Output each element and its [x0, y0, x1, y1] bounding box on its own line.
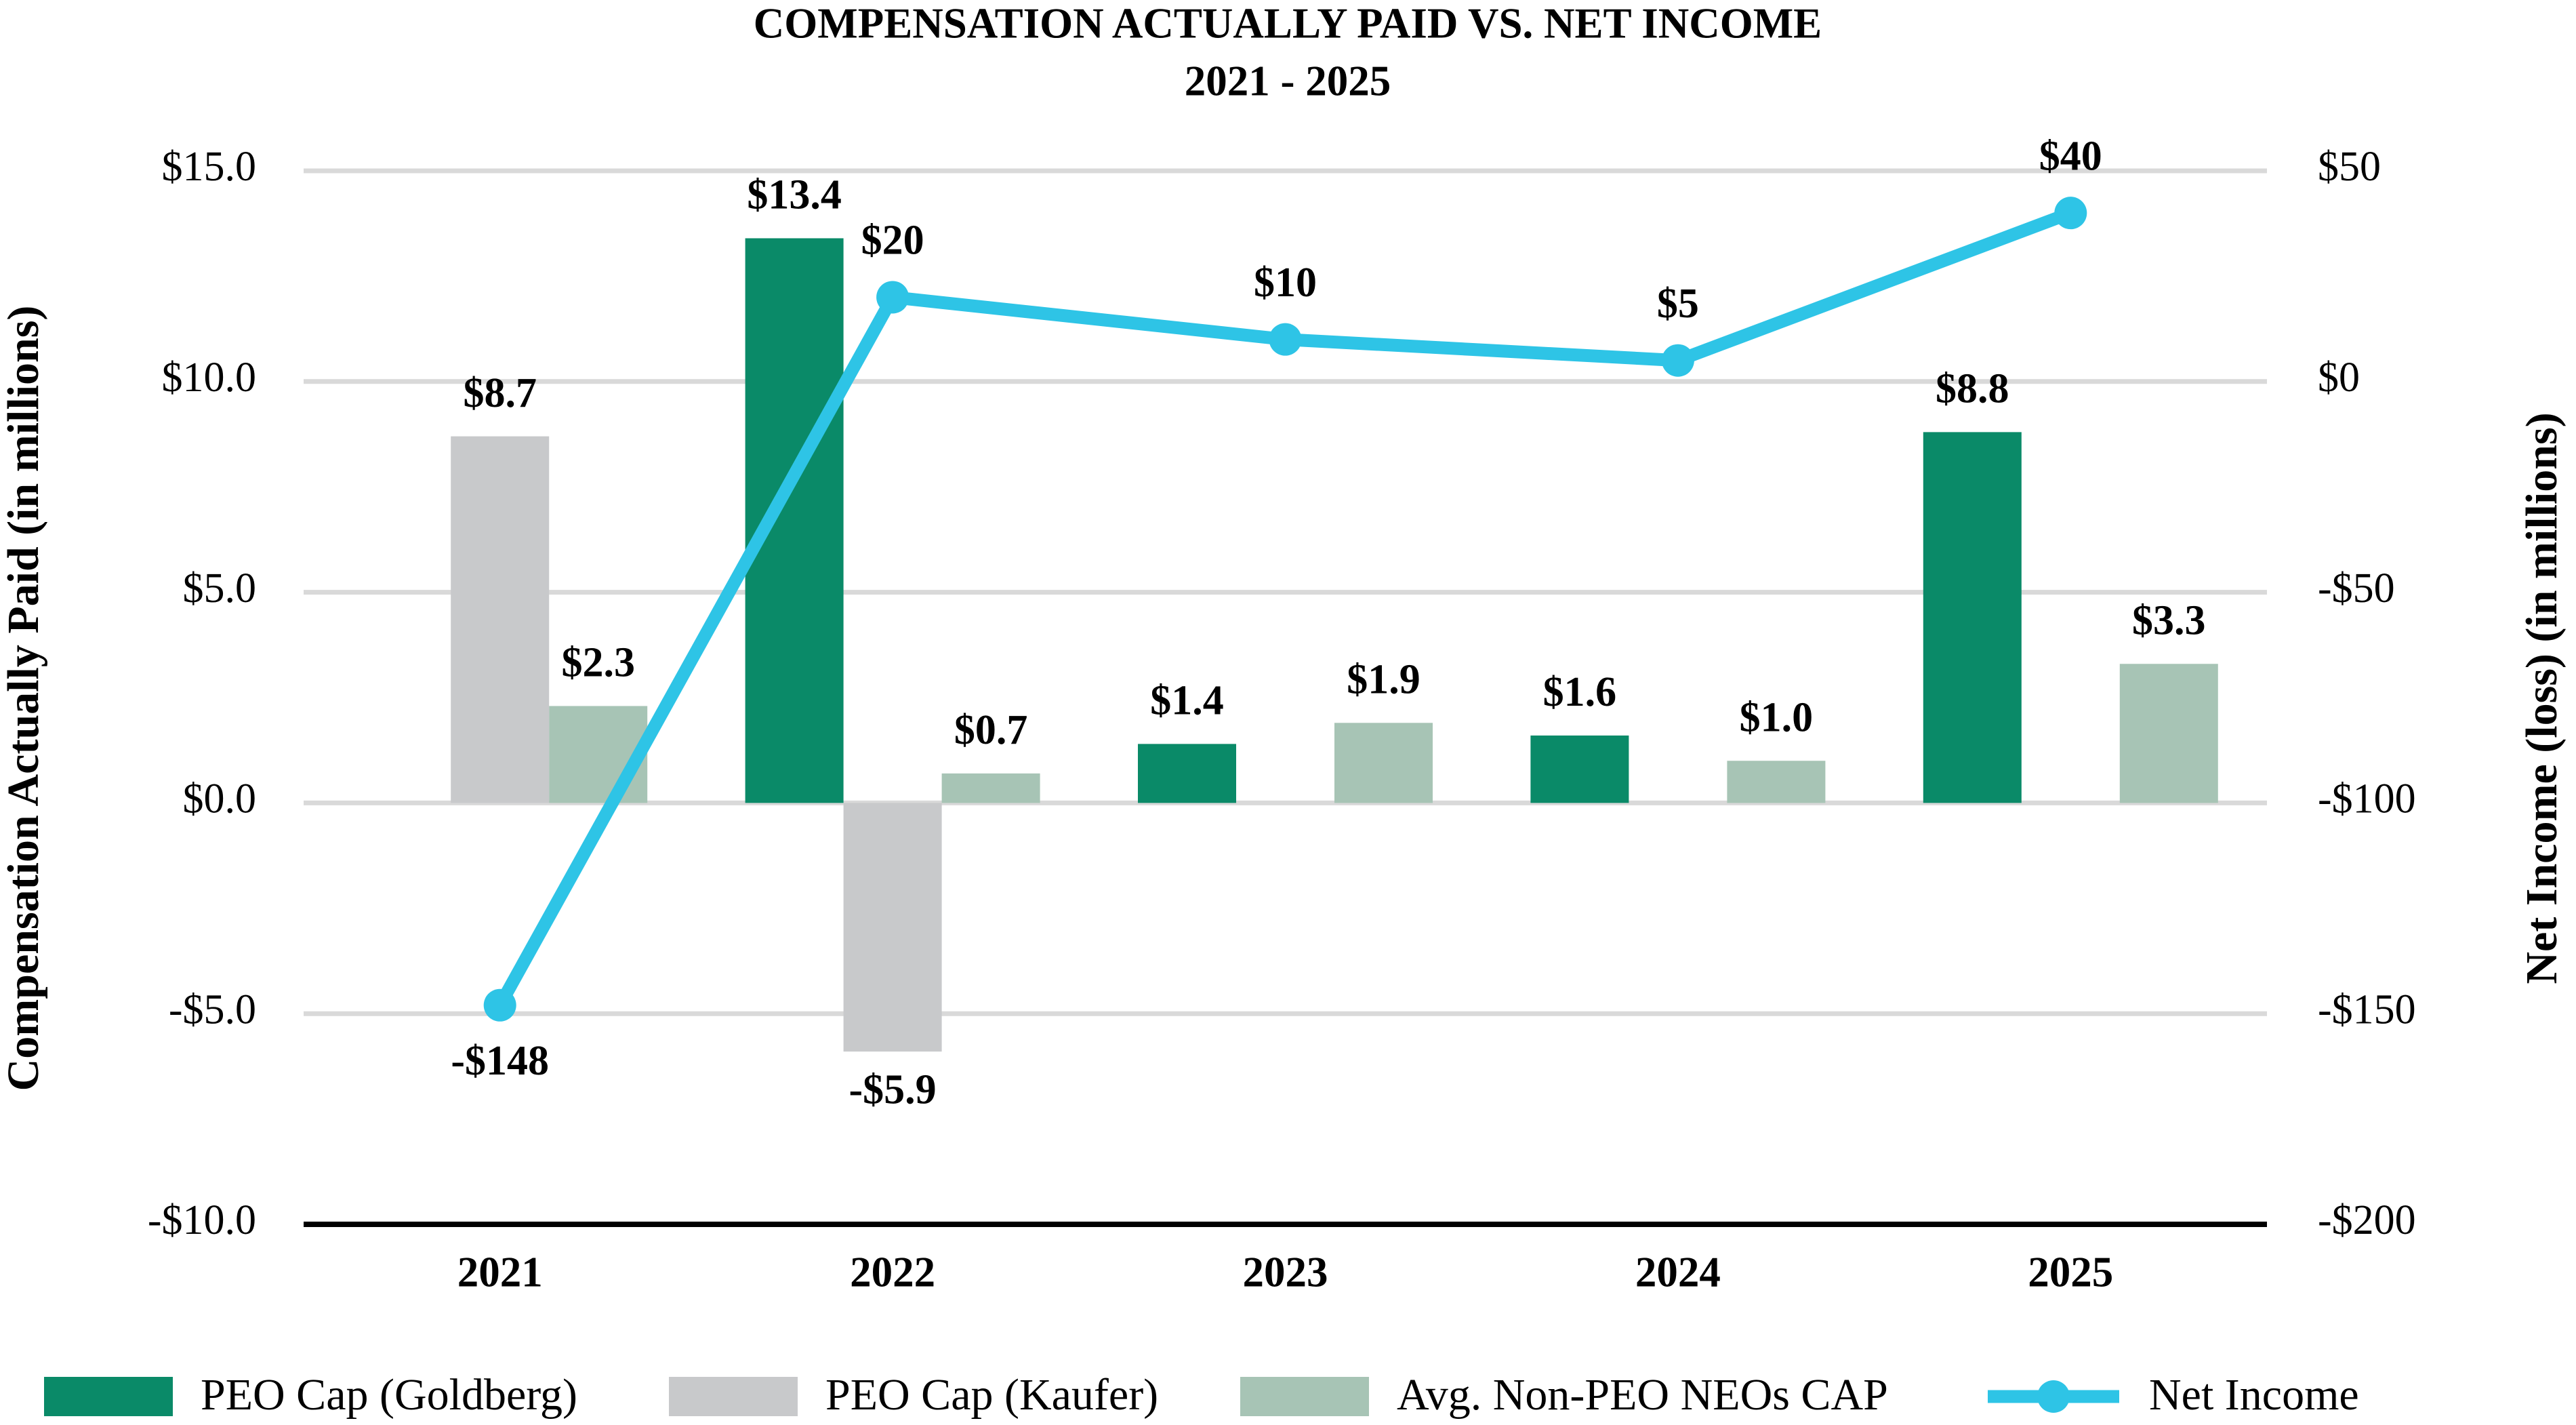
legend-label: Avg. Non-PEO NEOs CAP	[1397, 1370, 1888, 1420]
data-label: $1.0	[1740, 694, 1814, 740]
x-tick-label: 2025	[2028, 1248, 2113, 1296]
data-label: $40	[2039, 133, 2102, 179]
legend-label: PEO Cap (Goldberg)	[201, 1370, 577, 1420]
bar	[1138, 744, 1236, 803]
line-marker	[1269, 323, 1302, 356]
y-tick-label: $5.0	[183, 565, 257, 611]
x-tick-label: 2022	[850, 1248, 935, 1296]
data-label: $8.7	[463, 370, 537, 416]
y-tick-label: $0.0	[183, 776, 257, 822]
data-label: $8.8	[1936, 366, 2009, 412]
data-label: $20	[861, 218, 924, 264]
bar	[843, 803, 942, 1052]
y-axis-label: Compensation Actually Paid (in millions)	[0, 306, 48, 1091]
data-label: $0.7	[954, 707, 1028, 753]
legend-label: Net Income	[2149, 1370, 2359, 1420]
y2-tick-label: -$50	[2318, 565, 2395, 611]
data-label: $1.4	[1150, 678, 1224, 724]
line-marker	[876, 281, 909, 314]
chart-title: COMPENSATION ACTUALLY PAID VS. NET INCOM…	[754, 0, 1822, 47]
chart-subtitle: 2021 - 2025	[1185, 57, 1391, 104]
bar	[941, 773, 1040, 803]
y-tick-label: $15.0	[162, 144, 257, 190]
y-tick-label: -$5.0	[169, 986, 256, 1032]
data-label: $1.9	[1347, 657, 1420, 703]
bar	[451, 436, 550, 803]
y2-tick-label: -$150	[2318, 986, 2416, 1032]
line-marker	[483, 988, 516, 1022]
data-label: $1.6	[1543, 669, 1617, 715]
bar	[2119, 664, 2218, 803]
legend-label: PEO Cap (Kaufer)	[825, 1370, 1158, 1420]
data-label: -$148	[451, 1038, 549, 1084]
y-tick-label: -$10.0	[148, 1197, 256, 1243]
y2-tick-label: $0	[2318, 355, 2360, 401]
data-label: $3.3	[2132, 598, 2206, 644]
bar	[549, 706, 648, 803]
data-label: $5	[1657, 281, 1699, 327]
y-tick-label: $10.0	[162, 355, 257, 401]
bar	[1923, 432, 2022, 803]
legend-swatch	[44, 1377, 173, 1416]
data-label: $10	[1254, 260, 1317, 306]
bar	[1334, 723, 1433, 803]
data-label: $13.4	[747, 172, 842, 218]
data-label: $2.3	[561, 640, 635, 686]
bar	[745, 238, 844, 803]
data-label: -$5.9	[849, 1066, 937, 1112]
line-marker	[1661, 344, 1694, 377]
line-marker	[2054, 197, 2087, 230]
legend-swatch	[2037, 1380, 2070, 1413]
x-tick-label: 2023	[1243, 1248, 1328, 1296]
y2-axis-label: Net Income (loss) (in millions)	[2517, 412, 2567, 984]
y2-tick-label: -$100	[2318, 776, 2416, 822]
bar	[1530, 735, 1629, 803]
legend-swatch	[1240, 1377, 1369, 1416]
bar	[1727, 761, 1826, 803]
y2-tick-label: $50	[2318, 144, 2381, 190]
x-tick-label: 2024	[1635, 1248, 1721, 1296]
legend-swatch	[669, 1377, 798, 1416]
x-tick-label: 2021	[457, 1248, 543, 1296]
y2-tick-label: -$200	[2318, 1197, 2416, 1243]
